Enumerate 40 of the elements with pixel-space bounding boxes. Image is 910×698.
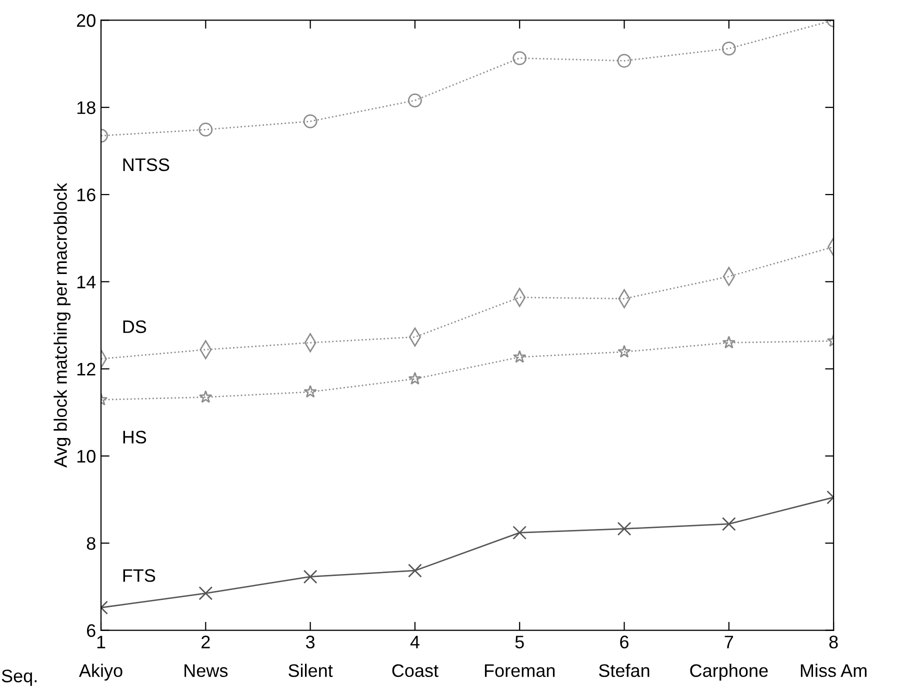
- x-tick-label: 4 Coast: [392, 636, 438, 678]
- point: [304, 384, 317, 398]
- y-tick-label: 6: [87, 624, 96, 638]
- point: [408, 93, 422, 108]
- point: [408, 372, 422, 385]
- point: [722, 42, 736, 56]
- x-tick-label: 1 Akiyo: [78, 636, 122, 681]
- point: [617, 522, 632, 536]
- x-tick-label: 7 Carphone: [690, 636, 768, 681]
- point: [512, 51, 527, 66]
- y-tick-label: 12: [77, 362, 96, 376]
- y-tick-label: 16: [77, 188, 96, 202]
- point: [722, 517, 736, 531]
- series-label: HS: [123, 430, 146, 444]
- x-tick-label: 5 Foreman: [484, 636, 555, 678]
- x-tick-label: 8 Miss Am: [800, 636, 866, 678]
- series-label: DS: [123, 320, 146, 334]
- y-tick-label: 18: [77, 101, 96, 114]
- point: [198, 586, 213, 600]
- point: [618, 344, 631, 358]
- y-tick-label: 20: [76, 14, 96, 27]
- point: [303, 570, 318, 584]
- y-axis-title: Avg block matching per macroblock: [54, 182, 71, 468]
- y-tick-label: 14: [77, 276, 96, 288]
- point: [512, 526, 527, 540]
- series-label: NTSS: [123, 158, 170, 172]
- point: [617, 54, 632, 68]
- point: [303, 114, 318, 128]
- point: [408, 564, 422, 578]
- y-tick-label: 10: [77, 450, 96, 463]
- point: [722, 336, 736, 348]
- x-tick-label: 2 News: [184, 636, 228, 678]
- series-label: FTS: [123, 569, 156, 582]
- point: [512, 350, 526, 363]
- point: [198, 122, 213, 137]
- x-tick-label: 6 Stefan: [598, 636, 650, 678]
- text: Seq.: [2, 670, 37, 686]
- y-tick-label: 8: [86, 537, 96, 550]
- x-tick-label: 3 Silent: [288, 636, 333, 678]
- point: [199, 390, 212, 403]
